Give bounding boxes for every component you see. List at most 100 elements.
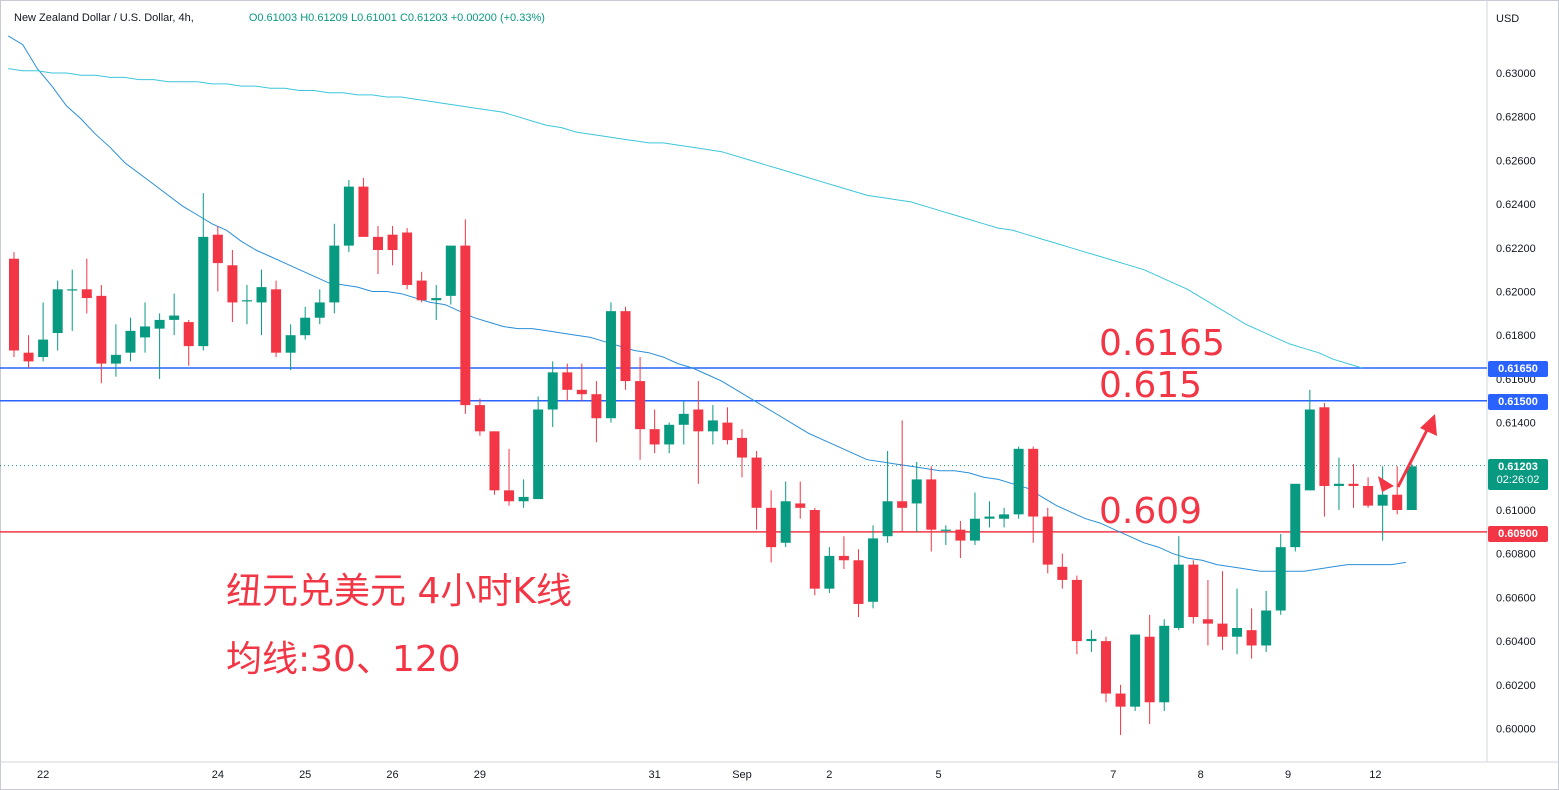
candle-down: [387, 225, 398, 266]
level-label-0.615: 0.615: [1099, 365, 1202, 406]
candle-down: [1101, 636, 1111, 703]
candle-up: [1261, 590, 1272, 653]
candle-body: [1348, 483, 1359, 486]
candle-down: [96, 284, 107, 384]
candle-up: [1086, 630, 1097, 653]
time-tick-label: 12: [1369, 769, 1381, 781]
candle-down: [489, 431, 500, 495]
price-tick-label: 0.60000: [1496, 724, 1536, 736]
candle-body: [314, 302, 325, 318]
candle-up: [940, 525, 951, 545]
candle-down: [693, 381, 704, 484]
candle-up: [154, 313, 165, 379]
time-tick-label: 29: [474, 769, 486, 781]
candle-up: [329, 223, 340, 314]
candle-body: [9, 258, 19, 351]
candle-body: [1013, 448, 1024, 515]
time-tick-label: 2: [826, 769, 832, 781]
candle-down: [635, 357, 646, 460]
candle-body: [212, 234, 223, 264]
last-price-value: 0.61203: [1498, 461, 1538, 473]
ma-line-120: [8, 68, 1363, 369]
candle-up: [169, 293, 180, 336]
candle-body: [460, 245, 471, 406]
candle-body: [241, 300, 252, 302]
candle-body: [504, 490, 515, 502]
candle-down: [853, 549, 864, 618]
candle-body: [198, 236, 209, 347]
candle-body: [154, 319, 165, 329]
candle-body: [445, 245, 456, 296]
candle-up: [547, 361, 558, 427]
candle-body: [1392, 494, 1403, 510]
candle-body: [984, 516, 995, 519]
candle-body: [1275, 547, 1286, 611]
arrow-up-right-icon: [1396, 414, 1437, 488]
candle-body: [533, 409, 544, 500]
candle-body: [1319, 407, 1330, 486]
price-tick-label: 0.62000: [1496, 287, 1536, 299]
candle-body: [110, 354, 121, 364]
candle-body: [1071, 579, 1082, 642]
candle-body: [1188, 564, 1199, 618]
price-tick-label: 0.61800: [1496, 330, 1536, 342]
time-axis-ticks: 22 24 25 26 29 31 Sep 2 5 7 8 9 12: [37, 769, 1381, 781]
candle-body: [955, 529, 966, 541]
candle-body: [416, 280, 427, 301]
candle-body: [1290, 483, 1301, 548]
candle-down: [474, 398, 485, 436]
candle-up: [285, 324, 296, 371]
candle-body: [387, 234, 398, 250]
candle-up: [984, 501, 995, 528]
candle-body: [1173, 564, 1184, 628]
price-badge-0.615: 0.61500: [1488, 394, 1548, 410]
arrow-right-small-icon: [1378, 476, 1394, 492]
candles: [9, 177, 1417, 736]
candle-down: [1042, 507, 1053, 574]
price-tick-label: 0.61400: [1496, 418, 1536, 430]
price-tick-label: 0.62800: [1496, 112, 1536, 124]
candle-down: [1188, 560, 1199, 624]
candle-body: [518, 496, 529, 502]
candle-body: [824, 555, 835, 589]
candle-body: [1363, 485, 1374, 506]
candle-down: [1246, 608, 1257, 659]
candle-up: [431, 284, 442, 320]
ohlc-close: C0.61203: [399, 12, 448, 24]
candle-body: [868, 538, 879, 602]
ohlc-high: H0.61209: [300, 12, 348, 24]
candle-body: [751, 457, 762, 508]
level-label-0.6165: 0.6165: [1099, 323, 1225, 364]
candle-down: [576, 363, 587, 401]
candle-down: [1392, 466, 1403, 515]
candle-body: [96, 295, 107, 364]
candle-up: [445, 245, 456, 305]
candle-up: [314, 289, 325, 325]
candle-body: [489, 431, 500, 491]
candle-body: [853, 560, 864, 604]
candle-down: [373, 225, 383, 275]
candle-down: [271, 280, 282, 358]
ohlc-change: +0.00200 (+0.33%): [450, 12, 545, 24]
candle-body: [140, 326, 151, 338]
bar-countdown: 02:26:02: [1496, 474, 1540, 486]
last-price-badge: 0.61203 02:26:02: [1488, 459, 1548, 490]
candle-down: [1217, 571, 1228, 650]
price-tick-label: 0.62200: [1496, 243, 1536, 255]
candle-up: [300, 306, 311, 340]
candle-down: [1057, 553, 1068, 589]
symbol-header: New Zealand Dollar / U.S. Dollar, 4h, O0…: [14, 12, 545, 24]
candle-body: [1057, 566, 1068, 580]
level-label-0.609: 0.609: [1099, 491, 1202, 532]
candle-up: [969, 492, 980, 545]
price-badge-0.609: 0.60900: [1488, 526, 1548, 542]
candle-up: [1304, 389, 1315, 491]
time-tick-label: 26: [386, 769, 398, 781]
candle-down: [212, 225, 223, 292]
candle-body: [1202, 619, 1213, 624]
candle-body: [999, 514, 1010, 519]
price-tick-label: 0.60800: [1496, 549, 1536, 561]
candle-down: [795, 481, 806, 519]
candle-down: [1202, 579, 1213, 646]
